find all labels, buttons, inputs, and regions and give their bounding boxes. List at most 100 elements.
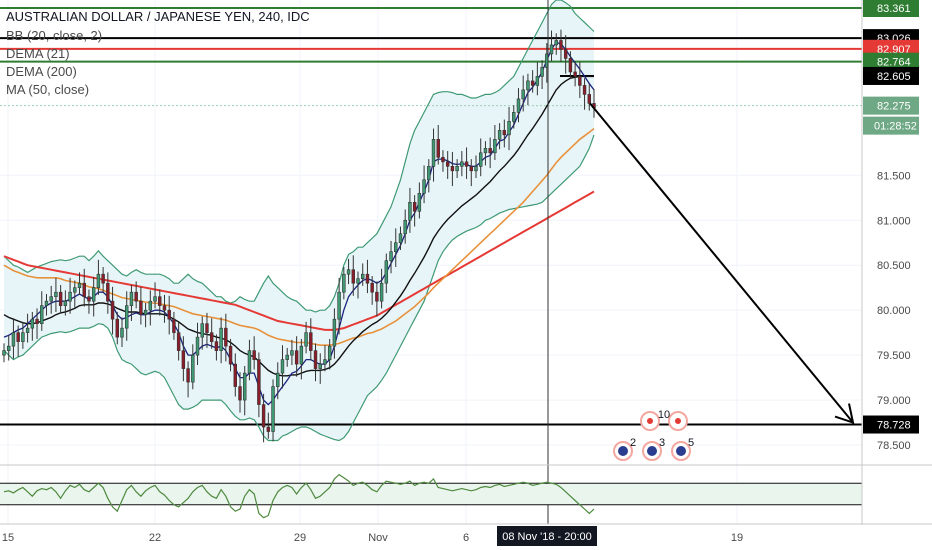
candle-body <box>323 359 327 365</box>
price-tag-box <box>863 415 919 434</box>
candle-body <box>219 327 223 351</box>
candle-body <box>436 139 440 158</box>
time-axis: 15 22 29 Nov 6 19 <box>2 532 743 544</box>
candle-body <box>205 323 209 333</box>
candle-body <box>186 368 190 383</box>
candle-body <box>356 278 360 284</box>
price-tick-label: 80.000 <box>877 305 911 317</box>
candle-body <box>370 282 374 293</box>
candle-body <box>450 166 455 172</box>
candle-body <box>25 327 30 333</box>
candle-body <box>460 161 464 167</box>
candle-body <box>21 332 25 342</box>
candle-body <box>483 148 488 154</box>
candle-body <box>162 305 167 311</box>
candle-body <box>445 161 450 167</box>
candle-body <box>82 282 86 297</box>
cci-pane <box>0 464 932 519</box>
flag-count: 5 <box>688 437 694 449</box>
candle-body <box>549 44 554 55</box>
candle-body <box>285 354 289 360</box>
price-tag-label: 82.605 <box>877 71 911 83</box>
bb-upper-line <box>3 0 595 313</box>
candle-body <box>101 273 105 284</box>
event-dot <box>675 418 681 424</box>
candle-body <box>582 85 587 95</box>
candle-body <box>68 291 72 302</box>
candle-body <box>540 67 544 77</box>
candle-body <box>2 350 6 356</box>
event-count: 10 <box>658 409 670 421</box>
legend-dema21[interactable]: DEMA (21) <box>6 46 70 61</box>
candle-body <box>106 282 110 302</box>
candlesticks <box>2 29 596 443</box>
candle-body <box>469 166 473 172</box>
candle-body <box>535 76 540 86</box>
candle-body <box>493 139 497 154</box>
price-tick-label: 80.500 <box>877 260 911 272</box>
candle-body <box>294 350 299 365</box>
candle-body <box>299 345 304 365</box>
price-tag-label: 78.728 <box>877 420 911 432</box>
legend-bb[interactable]: BB (20, close, 2) <box>6 28 102 43</box>
candle-body <box>389 251 393 262</box>
flag-icon <box>676 446 686 456</box>
legend: AUSTRALIAN DOLLAR / JAPANESE YEN, 240, I… <box>6 9 310 97</box>
candle-body <box>247 350 252 374</box>
candle-body <box>167 309 171 320</box>
candle-body <box>563 49 568 59</box>
price-tag-box <box>863 52 919 71</box>
candle-body <box>559 40 563 50</box>
event-dot <box>647 418 653 424</box>
candle-body <box>342 273 346 293</box>
candle-body <box>233 363 237 387</box>
candle-body <box>578 76 582 86</box>
projection-arrow <box>589 102 855 425</box>
candle-body <box>375 291 379 302</box>
candle-body <box>346 269 351 275</box>
legend-ma50[interactable]: MA (50, close) <box>6 82 89 97</box>
candle-body <box>11 332 16 347</box>
time-tick-label: Nov <box>368 532 388 544</box>
arrow-shaft <box>589 102 854 424</box>
candle-body <box>214 341 219 351</box>
time-tick-label: 22 <box>149 532 161 544</box>
candle-body <box>63 300 68 306</box>
flag-icon <box>647 446 657 456</box>
candle-body <box>87 296 91 302</box>
price-tag-box <box>863 0 919 18</box>
candle-body <box>271 386 275 432</box>
price-axis: 81.500 81.000 80.500 80.000 79.500 79.000 78.5… <box>877 170 911 452</box>
candle-body <box>412 201 417 212</box>
price-tick-label: 79.000 <box>877 395 911 407</box>
candle-body <box>521 89 525 100</box>
candle-body <box>153 296 157 302</box>
candle-body <box>191 354 195 383</box>
candle-body <box>318 363 322 369</box>
candle-body <box>252 350 256 360</box>
candle-body <box>280 359 285 374</box>
candle-body <box>516 98 521 113</box>
price-tag-box <box>863 96 919 115</box>
candle-body <box>502 130 507 136</box>
price-tick-label: 79.500 <box>877 350 911 362</box>
candle-body <box>365 273 370 284</box>
candle-body <box>91 287 96 302</box>
candle-body <box>139 300 143 315</box>
candle-body <box>181 350 186 369</box>
crosshair-date-box <box>497 526 597 546</box>
price-tag-label: 83.361 <box>877 3 911 15</box>
candle-body <box>474 166 478 172</box>
time-tick-label: 29 <box>294 532 306 544</box>
event-markers: 10 2 3 5 <box>613 409 694 461</box>
candle-body <box>587 94 591 104</box>
candle-body <box>337 291 341 320</box>
candle-body <box>176 332 181 351</box>
candle-body <box>332 318 337 347</box>
crosshair: 08 Nov '18 - 20:00 <box>497 0 597 546</box>
candle-body <box>115 318 119 338</box>
countdown-box <box>863 116 919 135</box>
legend-dema200[interactable]: DEMA (200) <box>6 64 77 79</box>
candle-body <box>497 130 502 140</box>
